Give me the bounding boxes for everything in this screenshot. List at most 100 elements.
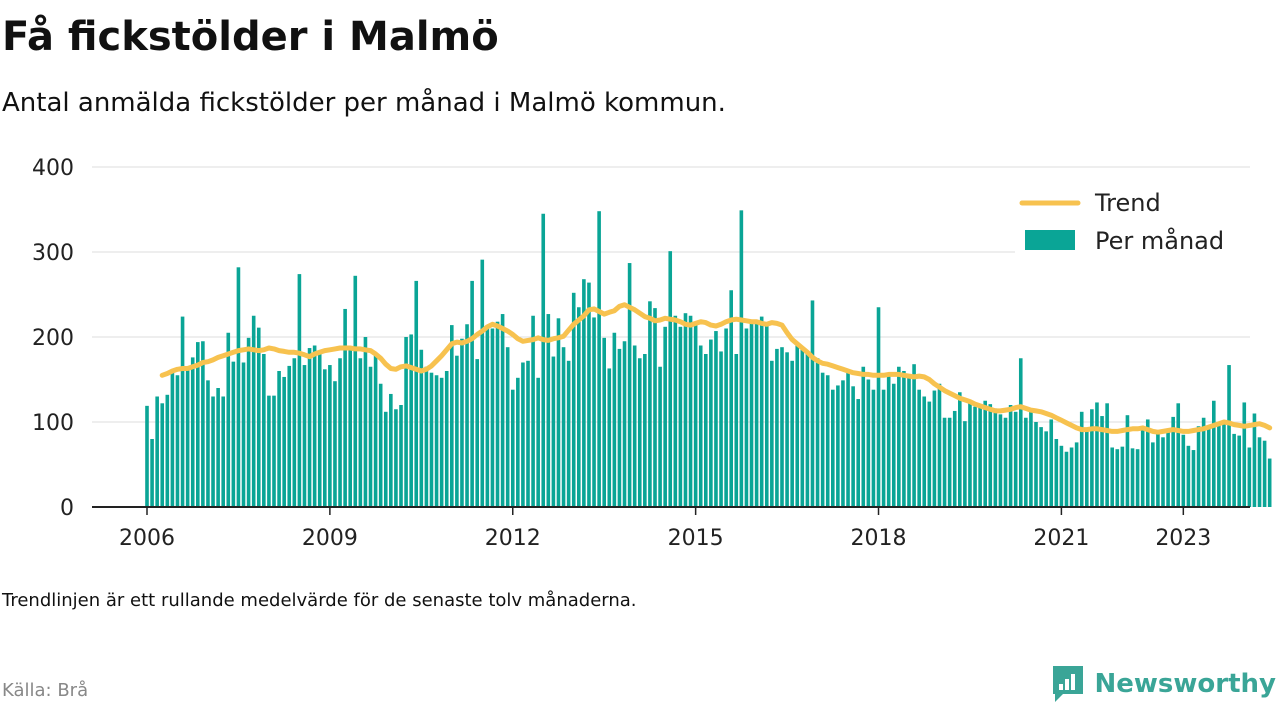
brand-name: Newsworthy — [1094, 669, 1276, 699]
bar-month — [1044, 431, 1048, 507]
bar-month — [1156, 432, 1160, 507]
bar-month — [287, 365, 292, 507]
bar-month — [1171, 416, 1175, 507]
bar-month — [1237, 435, 1241, 507]
bar-month — [236, 267, 241, 507]
bar-month — [754, 320, 759, 507]
bar-month — [1262, 440, 1267, 507]
bar-month — [1024, 417, 1028, 507]
bar-month — [881, 389, 886, 507]
bar-month — [1257, 437, 1262, 507]
bar-month — [1003, 417, 1008, 507]
bar-month — [460, 338, 464, 507]
y-tick-label: 0 — [60, 496, 74, 521]
bar-month — [500, 314, 505, 507]
bar-month — [846, 371, 850, 507]
bar-month — [668, 251, 673, 507]
legend: Trend Per månad — [1015, 182, 1250, 268]
bar-month — [292, 358, 297, 507]
chart-subtitle: Antal anmälda fickstölder per månad i Ma… — [2, 88, 726, 118]
bar-month — [739, 210, 744, 507]
bar-month — [358, 358, 363, 507]
legend-background — [1015, 182, 1250, 268]
bar-month — [1161, 437, 1165, 507]
bar-month — [831, 389, 835, 507]
bar-month — [536, 377, 540, 507]
bar-month — [1013, 411, 1018, 507]
bar-month — [556, 318, 561, 507]
bar-month — [566, 360, 571, 507]
bar-month — [1039, 427, 1043, 507]
bar-month — [383, 411, 388, 507]
bar-month — [480, 259, 485, 507]
bar-month — [211, 396, 215, 507]
bar-month — [785, 352, 789, 507]
bar-month — [602, 337, 606, 507]
x-tick-label: 2009 — [302, 526, 358, 551]
bar-series — [145, 210, 1272, 507]
bar-month — [637, 358, 642, 507]
legend-bar-swatch — [1025, 230, 1075, 250]
bar-month — [632, 345, 637, 507]
bar-month — [658, 366, 662, 507]
bar-month — [221, 396, 225, 507]
bar-month — [419, 349, 424, 507]
bar-month — [978, 405, 982, 507]
bar-month — [729, 290, 733, 507]
bar-month — [348, 348, 352, 507]
brand-logo: Newsworthy — [1051, 664, 1276, 704]
bar-month — [952, 410, 957, 507]
x-tick-label: 2012 — [485, 526, 541, 551]
bar-month — [780, 347, 784, 507]
bar-month — [1222, 420, 1226, 507]
bar-month — [1034, 422, 1038, 507]
bar-month — [241, 362, 246, 507]
bar-month — [607, 368, 612, 507]
bar-month — [724, 328, 728, 507]
bar-month — [825, 375, 830, 507]
bar-month — [429, 372, 434, 507]
y-tick-label: 200 — [32, 326, 74, 351]
bar-month — [170, 372, 175, 507]
bar-month — [698, 345, 703, 507]
bar-month — [180, 316, 185, 507]
bar-month — [1095, 402, 1099, 507]
bar-month — [1232, 433, 1236, 507]
bar-month — [1018, 358, 1023, 507]
bar-month — [333, 381, 337, 507]
bar-month — [1085, 428, 1089, 507]
bar-month — [866, 379, 871, 507]
x-tick-label: 2006 — [119, 526, 175, 551]
bar-month — [424, 366, 429, 507]
bar-month — [1242, 402, 1247, 507]
newsworthy-icon — [1052, 666, 1083, 702]
bar-month — [836, 385, 840, 507]
bar-month — [582, 279, 586, 507]
bar-month — [1267, 458, 1272, 507]
bar-month — [1049, 419, 1054, 507]
bar-month — [175, 375, 180, 507]
bar-month — [150, 439, 154, 507]
bar-month — [800, 348, 805, 507]
bar-month — [561, 347, 566, 507]
bar-month — [790, 360, 794, 507]
bar-month — [851, 386, 855, 507]
bar-month — [1120, 446, 1125, 507]
bar-month — [323, 369, 327, 507]
bar-month — [683, 313, 688, 507]
bar-month — [190, 357, 195, 507]
bar-month — [577, 307, 581, 507]
bar-month — [338, 358, 342, 507]
bar-month — [1201, 417, 1206, 507]
y-tick-label: 100 — [32, 411, 74, 436]
bar-month — [709, 339, 713, 507]
bar-month — [942, 417, 947, 507]
bar-month — [795, 343, 800, 507]
legend-bar-label: Per månad — [1095, 226, 1224, 255]
bar-month — [505, 347, 510, 507]
bar-month — [622, 341, 627, 507]
bar-month — [678, 326, 683, 507]
bar-month — [983, 400, 987, 507]
bar-month — [902, 371, 906, 507]
x-tick-label: 2015 — [668, 526, 724, 551]
